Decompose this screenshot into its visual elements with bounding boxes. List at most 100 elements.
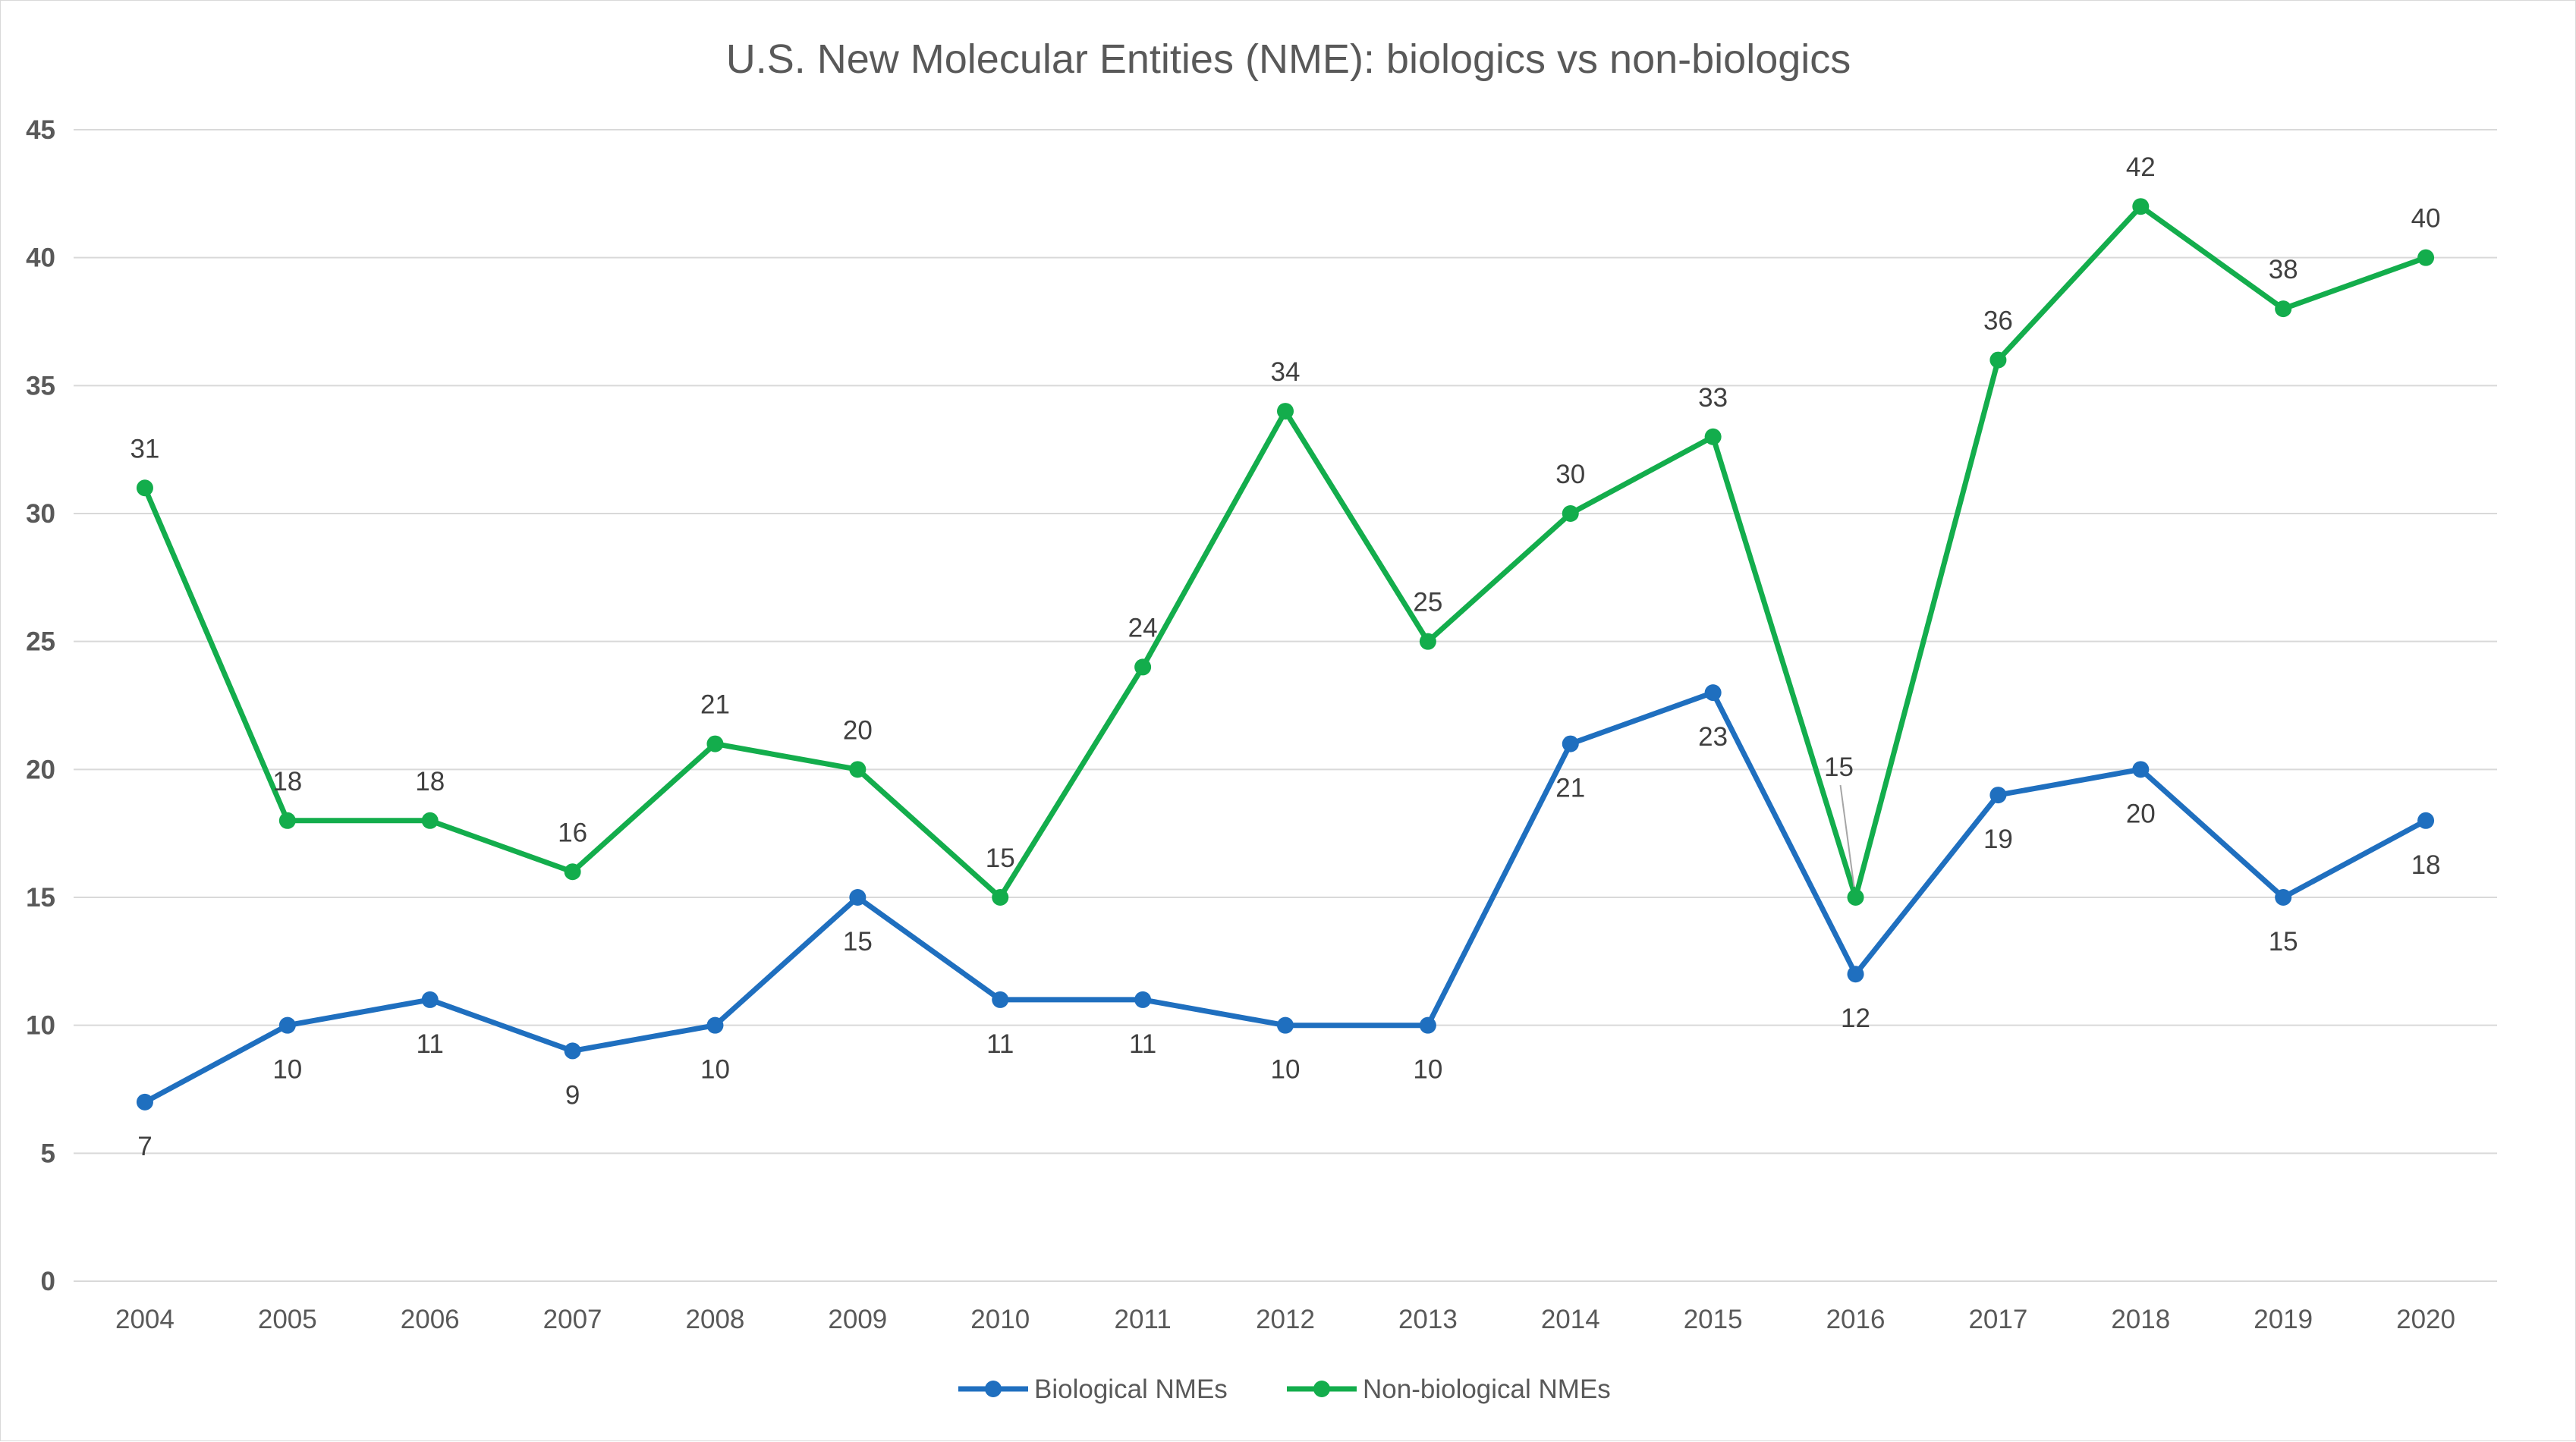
data-point (278, 812, 296, 829)
x-tick-label: 2015 (1684, 1305, 1743, 1334)
data-label: 23 (1698, 722, 1728, 752)
y-tick-label: 30 (26, 499, 55, 529)
label-leader-line (1839, 784, 1855, 888)
y-tick-label: 25 (26, 627, 55, 657)
data-point (2275, 889, 2292, 906)
data-label: 10 (1271, 1055, 1301, 1085)
data-point (992, 991, 1009, 1008)
data-point (1989, 787, 2007, 804)
x-tick-label: 2014 (1541, 1305, 1600, 1334)
x-tick-label: 2011 (1114, 1305, 1171, 1334)
legend-swatch-marker (985, 1381, 1002, 1397)
legend-label: Biological NMEs (1034, 1374, 1228, 1404)
data-label: 10 (700, 1055, 730, 1085)
x-tick-label: 2012 (1256, 1305, 1315, 1334)
data-label: 25 (1413, 588, 1442, 617)
data-label: 11 (986, 1029, 1014, 1059)
gridlines (74, 129, 2497, 1282)
data-label: 7 (137, 1132, 152, 1161)
data-point (1562, 505, 1579, 522)
data-point (564, 863, 581, 881)
x-tick-label: 2016 (1826, 1305, 1886, 1334)
data-label: 40 (2411, 204, 2441, 234)
data-point (2275, 300, 2292, 318)
data-point (706, 735, 724, 752)
x-axis-ticks: 2004 2005 2006 2007 2008 2009 2010 2011 2012 2013… (115, 1305, 2455, 1334)
data-point (849, 761, 867, 778)
data-label: 38 (2269, 255, 2298, 284)
x-tick-label: 2008 (686, 1305, 745, 1334)
y-axis-ticks: 0 5 10 15 20 25 30 35 40 45 (26, 115, 55, 1296)
y-tick-label: 45 (26, 115, 55, 145)
y-tick-label: 15 (26, 883, 55, 913)
data-label: 31 (130, 434, 159, 463)
data-label: 15 (843, 927, 873, 957)
data-label: 16 (558, 818, 587, 847)
data-label: 19 (1983, 825, 2013, 854)
data-point (421, 991, 439, 1008)
y-tick-label: 5 (41, 1139, 55, 1168)
y-tick-label: 40 (26, 243, 55, 273)
x-tick-label: 2004 (115, 1305, 175, 1334)
data-point (278, 1016, 296, 1034)
data-point (1989, 351, 2007, 369)
data-point (1704, 428, 1722, 445)
data-label: 20 (843, 715, 873, 745)
data-label: 21 (700, 690, 730, 720)
chart-title: U.S. New Molecular Entities (NME): biolo… (726, 36, 1851, 82)
series-line (142, 203, 2429, 900)
data-label: 21 (1555, 774, 1585, 803)
data-label: 30 (1555, 460, 1585, 489)
y-tick-label: 35 (26, 371, 55, 401)
data-point (1277, 403, 1294, 420)
y-tick-label: 0 (41, 1267, 55, 1296)
data-point (1704, 684, 1722, 702)
data-label: 10 (1413, 1055, 1442, 1085)
data-point (706, 1016, 724, 1034)
x-tick-label: 2009 (828, 1305, 887, 1334)
legend-swatch-marker (1313, 1381, 1330, 1397)
data-label: 11 (417, 1029, 444, 1059)
data-point (1419, 633, 1436, 650)
data-point (2417, 249, 2435, 266)
data-label: 12 (1841, 1004, 1870, 1033)
x-tick-label: 2007 (543, 1305, 602, 1334)
data-label: 10 (272, 1055, 302, 1085)
data-labels: 7 10 11 9 10 15 11 11 10 10 21 23 12 19 20 15 18 31 18 18 16… (130, 152, 2440, 1161)
data-label: 15 (986, 844, 1015, 873)
data-label: 33 (1698, 383, 1728, 413)
series-lines (136, 198, 2435, 1111)
data-point (2132, 761, 2150, 778)
data-label: 20 (2126, 799, 2156, 828)
data-point (136, 479, 153, 497)
data-label: 18 (2411, 850, 2441, 880)
data-point (1419, 1016, 1436, 1034)
x-tick-label: 2020 (2396, 1305, 2455, 1334)
data-label: 18 (272, 767, 302, 796)
data-point (1847, 966, 1864, 983)
data-point (1847, 889, 1864, 906)
data-point (992, 889, 1009, 906)
x-tick-label: 2006 (401, 1305, 460, 1334)
data-label: 18 (415, 767, 445, 796)
data-label: 34 (1271, 357, 1301, 387)
y-tick-label: 20 (26, 755, 55, 784)
data-label: 15 (2269, 927, 2298, 957)
x-tick-label: 2019 (2254, 1305, 2313, 1334)
data-point (1134, 658, 1152, 676)
data-point (1562, 735, 1579, 752)
legend: Biological NMEs Non-biological NMEs (958, 1374, 1611, 1404)
data-point (2417, 812, 2435, 829)
data-point (564, 1042, 581, 1060)
x-tick-label: 2018 (2111, 1305, 2170, 1334)
data-label: 24 (1128, 613, 1158, 642)
x-tick-label: 2017 (1968, 1305, 2027, 1334)
data-point (136, 1093, 153, 1111)
data-label: 42 (2126, 152, 2156, 182)
data-point (849, 889, 867, 906)
data-label: 9 (565, 1080, 580, 1110)
y-tick-label: 10 (26, 1011, 55, 1041)
data-point (421, 812, 439, 829)
